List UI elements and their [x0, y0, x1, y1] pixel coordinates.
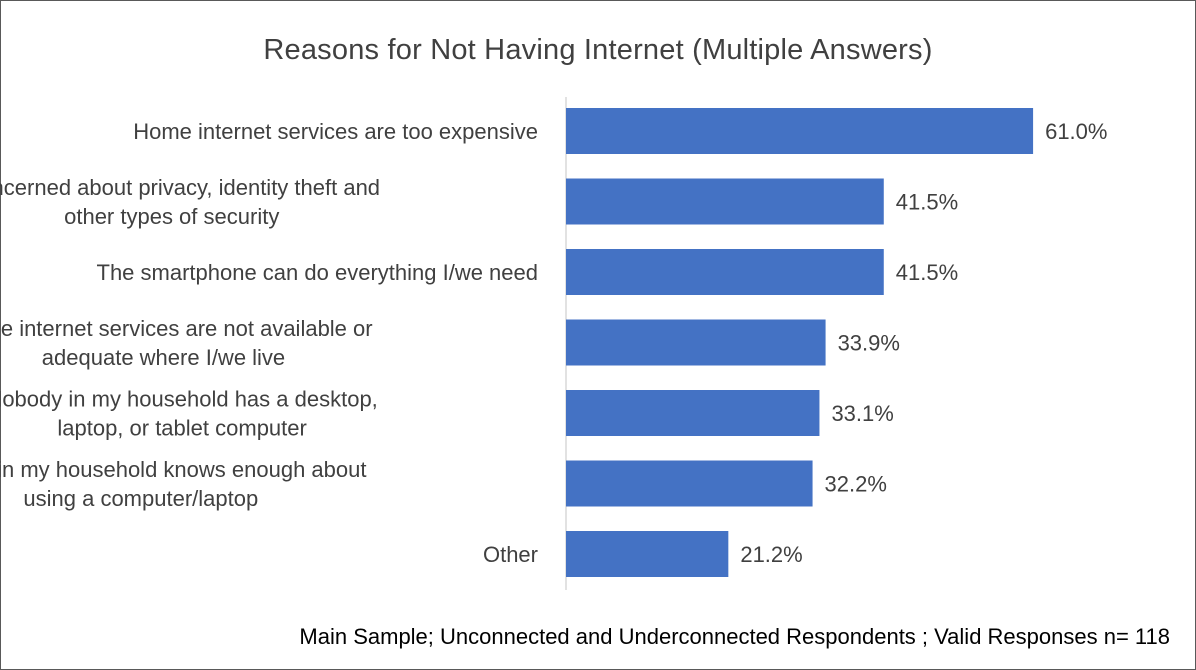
sample-note: Main Sample; Unconnected and Underconnec… [299, 624, 1170, 649]
data-label-2: 41.5% [896, 190, 958, 215]
bar-3 [566, 249, 884, 295]
data-label-5: 33.1% [831, 401, 893, 426]
category-label-6: Nobody in my household knows enough abou… [0, 457, 366, 511]
bar-1 [566, 108, 1034, 154]
category-label-line: Other [483, 542, 538, 567]
category-label-line: other types of security [64, 204, 279, 229]
category-label-line: Home internet services are not available… [0, 316, 373, 341]
category-label-5: Nobody in my household has a desktop, lap… [0, 387, 378, 441]
category-label-line: Home internet services are too expensive [133, 119, 538, 144]
bar-5 [566, 390, 820, 436]
bar-4 [566, 319, 826, 366]
category-label-7: Other [483, 542, 538, 567]
category-label-line: Nobody in my household has a desktop, [0, 387, 378, 412]
data-label-6: 32.2% [825, 472, 887, 497]
value-labels: 61.0% 41.5% 41.5% 33.9% 33.1% 32.2% 21.2% [740, 119, 1107, 567]
category-label-3: The smartphone can do everything I/we ne… [97, 260, 539, 285]
category-label-2: Concerned about privacy, identity theft … [0, 175, 380, 229]
category-label-1: Home internet services are too expensive [133, 119, 538, 144]
category-label-line: Concerned about privacy, identity theft … [0, 175, 380, 200]
bar-2 [566, 178, 884, 225]
category-label-line: laptop, or tablet computer [57, 416, 306, 441]
category-labels: Home internet services are too expensive… [0, 119, 538, 567]
bar-7 [566, 531, 729, 577]
category-label-4: Home internet services are not available… [0, 316, 373, 370]
bars-layer [566, 108, 1034, 577]
category-label-line: adequate where I/we live [42, 345, 285, 370]
data-label-4: 33.9% [838, 331, 900, 356]
data-label-1: 61.0% [1045, 119, 1107, 144]
bar-6 [566, 460, 813, 507]
chart-title: Reasons for Not Having Internet (Multipl… [263, 34, 933, 66]
category-label-line: using a computer/laptop [23, 486, 258, 511]
category-label-line: Nobody in my household knows enough abou… [0, 457, 366, 482]
data-label-7: 21.2% [740, 542, 802, 567]
data-label-3: 41.5% [896, 260, 958, 285]
category-label-line: The smartphone can do everything I/we ne… [97, 260, 539, 285]
